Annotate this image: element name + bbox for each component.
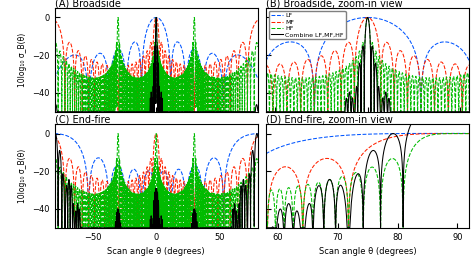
HF [395,76,401,79]
HF [466,109,472,112]
Combine LF,MF,HF [395,110,401,113]
LF [395,26,401,29]
LF [430,44,436,48]
LF [365,16,370,19]
LF [300,45,306,49]
Combine LF,MF,HF [430,110,436,113]
LF [341,22,346,25]
LF [385,20,391,23]
Y-axis label: 10log₁₀ σ_B(θ): 10log₁₀ σ_B(θ) [18,149,27,203]
MF [430,79,436,82]
HF [365,16,370,19]
Line: Combine LF,MF,HF: Combine LF,MF,HF [266,17,469,112]
Combine LF,MF,HF [466,110,472,113]
LF [311,110,317,113]
Text: (D) End-fire, zoom-in view: (D) End-fire, zoom-in view [266,114,393,124]
Combine LF,MF,HF [300,110,306,113]
MF [365,16,370,19]
MF [300,70,306,74]
HF [415,103,420,107]
X-axis label: Scan angle θ (degrees): Scan angle θ (degrees) [319,247,417,256]
Text: (B) Broadside, zoom-in view: (B) Broadside, zoom-in view [266,0,402,8]
Combine LF,MF,HF [415,110,420,113]
Combine LF,MF,HF [263,110,269,113]
MF [341,53,346,56]
MF [466,64,472,67]
Legend: LF, MF, HF, Combine LF,MF,HF: LF, MF, HF, Combine LF,MF,HF [269,11,346,39]
HF [263,109,269,112]
Combine LF,MF,HF [341,110,346,113]
HF [266,110,272,113]
Text: (C) End-fire: (C) End-fire [55,114,110,124]
MF [385,42,391,45]
Combine LF,MF,HF [365,16,370,19]
Y-axis label: 10log₁₀ σ_B(θ): 10log₁₀ σ_B(θ) [18,33,27,87]
LF [415,61,420,64]
LF [263,59,269,63]
X-axis label: Scan angle θ (degrees): Scan angle θ (degrees) [107,247,205,256]
HF [341,73,346,76]
HF [300,78,306,81]
Text: (A) Broadside: (A) Broadside [55,0,120,8]
Line: MF: MF [266,17,469,112]
HF [385,77,391,80]
Line: LF: LF [266,17,469,112]
MF [415,62,420,65]
Line: HF: HF [266,17,469,112]
Combine LF,MF,HF [385,108,391,111]
MF [395,51,401,54]
LF [466,59,472,63]
MF [263,64,269,67]
MF [270,110,275,113]
HF [430,77,436,81]
